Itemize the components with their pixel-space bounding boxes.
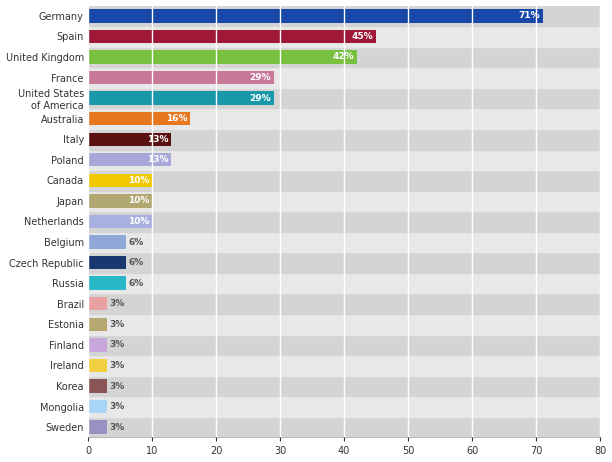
Text: 45%: 45% (352, 32, 373, 41)
Bar (88, 235, 127, 249)
Bar (88, 153, 171, 166)
Bar (88, 215, 152, 228)
Bar (88, 355, 600, 376)
Bar (88, 400, 107, 413)
Bar (88, 191, 600, 211)
Bar (88, 150, 600, 170)
Bar (88, 420, 107, 434)
Text: 10%: 10% (128, 217, 149, 226)
Bar (88, 6, 600, 26)
Text: 42%: 42% (333, 53, 354, 61)
Text: 3%: 3% (110, 299, 125, 308)
Text: 6%: 6% (129, 258, 144, 267)
Bar (88, 359, 107, 372)
Bar (88, 318, 107, 331)
Text: 10%: 10% (128, 176, 149, 185)
Text: 13%: 13% (147, 155, 169, 164)
Text: 6%: 6% (129, 237, 144, 247)
Bar (88, 297, 107, 310)
Text: 3%: 3% (110, 361, 125, 370)
Bar (88, 376, 600, 396)
Bar (88, 71, 274, 84)
Bar (88, 256, 127, 269)
Text: 29%: 29% (250, 73, 271, 82)
Bar (88, 293, 600, 314)
Text: 29%: 29% (250, 94, 271, 103)
Text: 3%: 3% (110, 423, 125, 432)
Bar (88, 133, 171, 146)
Text: 71%: 71% (518, 12, 540, 20)
Bar (88, 314, 600, 334)
Text: 3%: 3% (110, 340, 125, 349)
Text: 16%: 16% (166, 114, 188, 123)
Bar (88, 91, 274, 105)
Bar (88, 273, 600, 293)
Bar (88, 109, 600, 129)
Bar (88, 50, 357, 64)
Bar (88, 170, 600, 191)
Bar (88, 276, 127, 290)
Text: 6%: 6% (129, 279, 144, 288)
Bar (88, 9, 543, 23)
Bar (88, 211, 600, 232)
Bar (88, 194, 152, 207)
Bar (88, 129, 600, 150)
Bar (88, 232, 600, 252)
Text: 13%: 13% (147, 135, 169, 144)
Bar (88, 47, 600, 67)
Bar (88, 112, 190, 125)
Bar (88, 417, 600, 438)
Bar (88, 30, 376, 43)
Bar (88, 338, 107, 352)
Text: 10%: 10% (128, 196, 149, 206)
Bar (88, 396, 600, 417)
Bar (88, 67, 600, 88)
Bar (88, 252, 600, 273)
Bar (88, 88, 600, 109)
Text: 3%: 3% (110, 402, 125, 411)
Text: 3%: 3% (110, 320, 125, 329)
Bar (88, 174, 152, 187)
Text: 3%: 3% (110, 382, 125, 390)
Bar (88, 379, 107, 393)
Bar (88, 26, 600, 47)
Bar (88, 334, 600, 355)
